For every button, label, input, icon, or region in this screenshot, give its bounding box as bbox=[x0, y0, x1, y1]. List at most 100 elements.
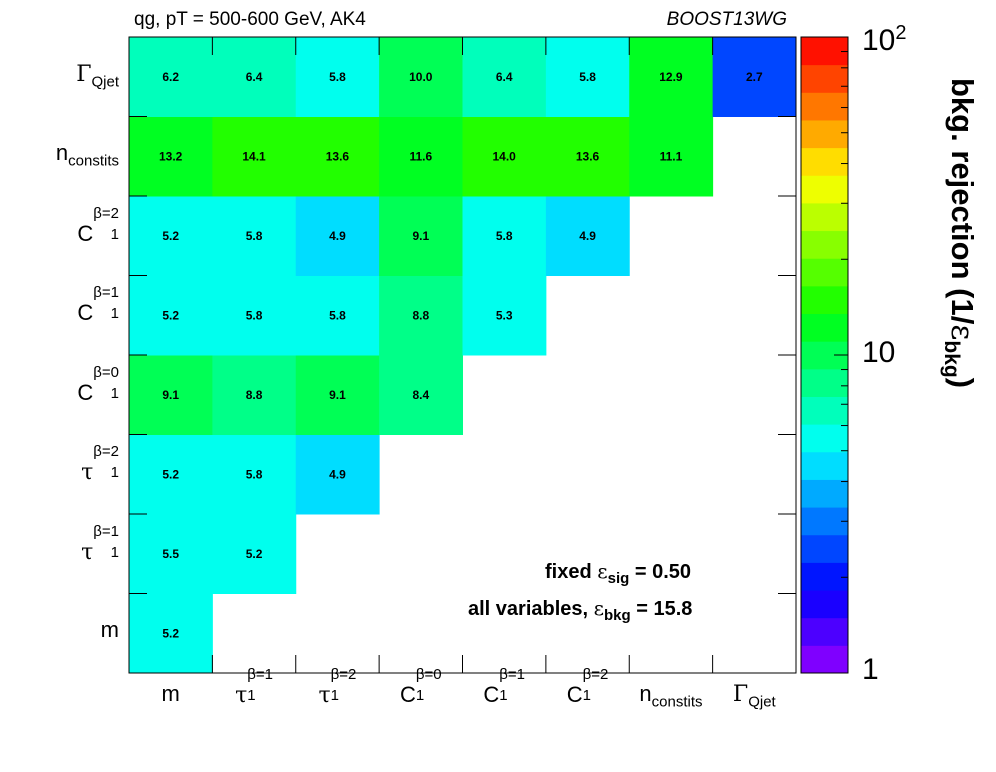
cell-value-label: 8.4 bbox=[412, 388, 429, 402]
y-axis-label: τ β=1 1 bbox=[81, 524, 119, 568]
colorbar-segment bbox=[801, 368, 848, 397]
axis-label-base: C bbox=[77, 379, 94, 405]
heatmap-cell bbox=[462, 275, 547, 356]
colorbar-segment bbox=[801, 147, 848, 176]
axis-label-sup: β=2 bbox=[93, 443, 119, 461]
heatmap-cell bbox=[629, 116, 714, 197]
axis-label-sub: constits bbox=[651, 693, 703, 711]
cell-value-label: 5.2 bbox=[162, 467, 179, 481]
axis-label-sup: β=1 bbox=[247, 666, 274, 683]
cell-value-labels: 5.2 5.5 5.2 5.2 5.8 4.9 9.1 8.8 9.1 8.4 5.2 5.8 5.8 8… bbox=[159, 70, 763, 641]
cell-value-label: 8.8 bbox=[246, 388, 263, 402]
colorbar-segment bbox=[801, 645, 848, 674]
axis-label-base: n bbox=[639, 681, 652, 706]
heatmap-cell bbox=[129, 196, 213, 276]
cell-value-label: 14.1 bbox=[242, 149, 266, 163]
y-axis-label: τ β=2 1 bbox=[81, 444, 119, 488]
axis-label-base: m bbox=[161, 681, 180, 706]
cell-value-label: 4.9 bbox=[329, 467, 346, 481]
heatmap-cell bbox=[129, 593, 213, 674]
cell-value-label: 5.8 bbox=[246, 467, 263, 481]
cell-value-label: 5.8 bbox=[579, 70, 596, 84]
axis-label-base: m bbox=[100, 617, 119, 643]
cell-value-label: 5.8 bbox=[246, 308, 263, 322]
axis-label-base: C bbox=[77, 220, 94, 246]
heatmap-cell bbox=[379, 116, 463, 197]
cell-value-label: 5.8 bbox=[496, 229, 513, 243]
cell-value-label: 13.2 bbox=[159, 149, 183, 163]
heatmap-cell bbox=[129, 514, 213, 594]
cell-value-label: 9.1 bbox=[329, 388, 346, 402]
header-right-text: BOOST13WG bbox=[666, 9, 787, 30]
annotation-fixed-pre: fixed bbox=[545, 561, 598, 583]
heatmap-cell bbox=[129, 434, 213, 515]
colorbar-segment bbox=[801, 424, 848, 453]
cell-value-label: 11.1 bbox=[660, 149, 683, 163]
cell-value-label: 8.8 bbox=[412, 308, 429, 322]
axis-label-base: τ bbox=[81, 539, 94, 565]
axis-label-sup: β=1 bbox=[499, 666, 525, 683]
colorbar-segment bbox=[801, 258, 848, 287]
cell-value-label: 9.1 bbox=[162, 388, 179, 402]
axis-label-base: C bbox=[77, 300, 94, 326]
colorbar-title-sub: bkg bbox=[939, 340, 963, 378]
heatmap-cell bbox=[629, 37, 714, 117]
axis-label-sub: 1 bbox=[110, 225, 119, 243]
annotation-all-sub: bkg bbox=[604, 607, 631, 624]
colorbar-title-sym: ε bbox=[944, 324, 980, 341]
colorbar-title-main: bkg. rejection (1/ bbox=[945, 78, 980, 325]
colorbar-segment bbox=[801, 230, 848, 259]
heatmap-cell bbox=[212, 196, 297, 276]
cell-value-label: 6.4 bbox=[496, 70, 513, 84]
axis-label-base: C bbox=[400, 682, 416, 707]
heatmap-cell bbox=[295, 196, 380, 276]
colorbar-segment bbox=[801, 92, 848, 121]
cell-value-label: 13.6 bbox=[576, 149, 600, 163]
axis-label-sup: β=2 bbox=[582, 666, 609, 683]
heatmap-cell bbox=[212, 275, 297, 356]
colorbar-segment bbox=[801, 175, 848, 204]
x-axis-label: nconstits bbox=[639, 681, 702, 710]
axis-label-base: Γ bbox=[76, 61, 92, 87]
axis-label-base: τ bbox=[318, 683, 331, 708]
heatmap-cell bbox=[545, 116, 630, 197]
axis-label-sub: 1 bbox=[415, 687, 425, 704]
cell-value-label: 5.2 bbox=[162, 308, 179, 322]
heatmap-cell bbox=[295, 275, 380, 356]
heatmap-cell bbox=[212, 37, 297, 117]
heatmap-cell bbox=[129, 116, 213, 197]
axis-label-sup: β=0 bbox=[93, 363, 119, 381]
x-axis-label: ΓQjet bbox=[733, 681, 776, 710]
colorbar-segment bbox=[801, 285, 848, 315]
colorbar-title-end: ) bbox=[945, 377, 980, 389]
colorbar-tick-bottom: 1 bbox=[862, 653, 879, 686]
heatmap-cell bbox=[129, 37, 213, 117]
heatmap-cell bbox=[545, 196, 630, 276]
heatmap-cell bbox=[379, 196, 463, 276]
axis-label-base: C bbox=[566, 682, 583, 707]
annotation-fixed-sig: fixed εsig = 0.50 bbox=[545, 559, 691, 587]
heatmap-cell bbox=[212, 514, 297, 594]
axis-label-base: τ bbox=[235, 683, 248, 708]
header-left-text: qg, pT = 500-600 GeV, AK4 bbox=[134, 9, 366, 30]
cell-value-label: 5.2 bbox=[162, 626, 179, 640]
colorbar-segment bbox=[801, 313, 848, 342]
heatmap-cell bbox=[545, 37, 630, 117]
heatmap-cell bbox=[295, 37, 380, 117]
x-axis-label: τ β=2 1 bbox=[318, 667, 356, 711]
axis-label-sub: 1 bbox=[110, 464, 119, 482]
colorbar-tick-mid: 10 bbox=[862, 336, 896, 369]
annotation-fixed-sub: sig bbox=[607, 570, 630, 587]
heatmap-cell bbox=[212, 355, 297, 435]
annotation-all-sym: ε bbox=[593, 596, 605, 620]
colorbar-segment bbox=[801, 534, 848, 563]
colorbar-segment bbox=[801, 119, 848, 149]
heatmap-cell bbox=[712, 37, 797, 117]
colorbar-title: bkg. rejection (1/εbkg) bbox=[939, 78, 980, 388]
cell-value-label: 5.2 bbox=[162, 229, 179, 243]
colorbar-segment bbox=[801, 507, 848, 536]
